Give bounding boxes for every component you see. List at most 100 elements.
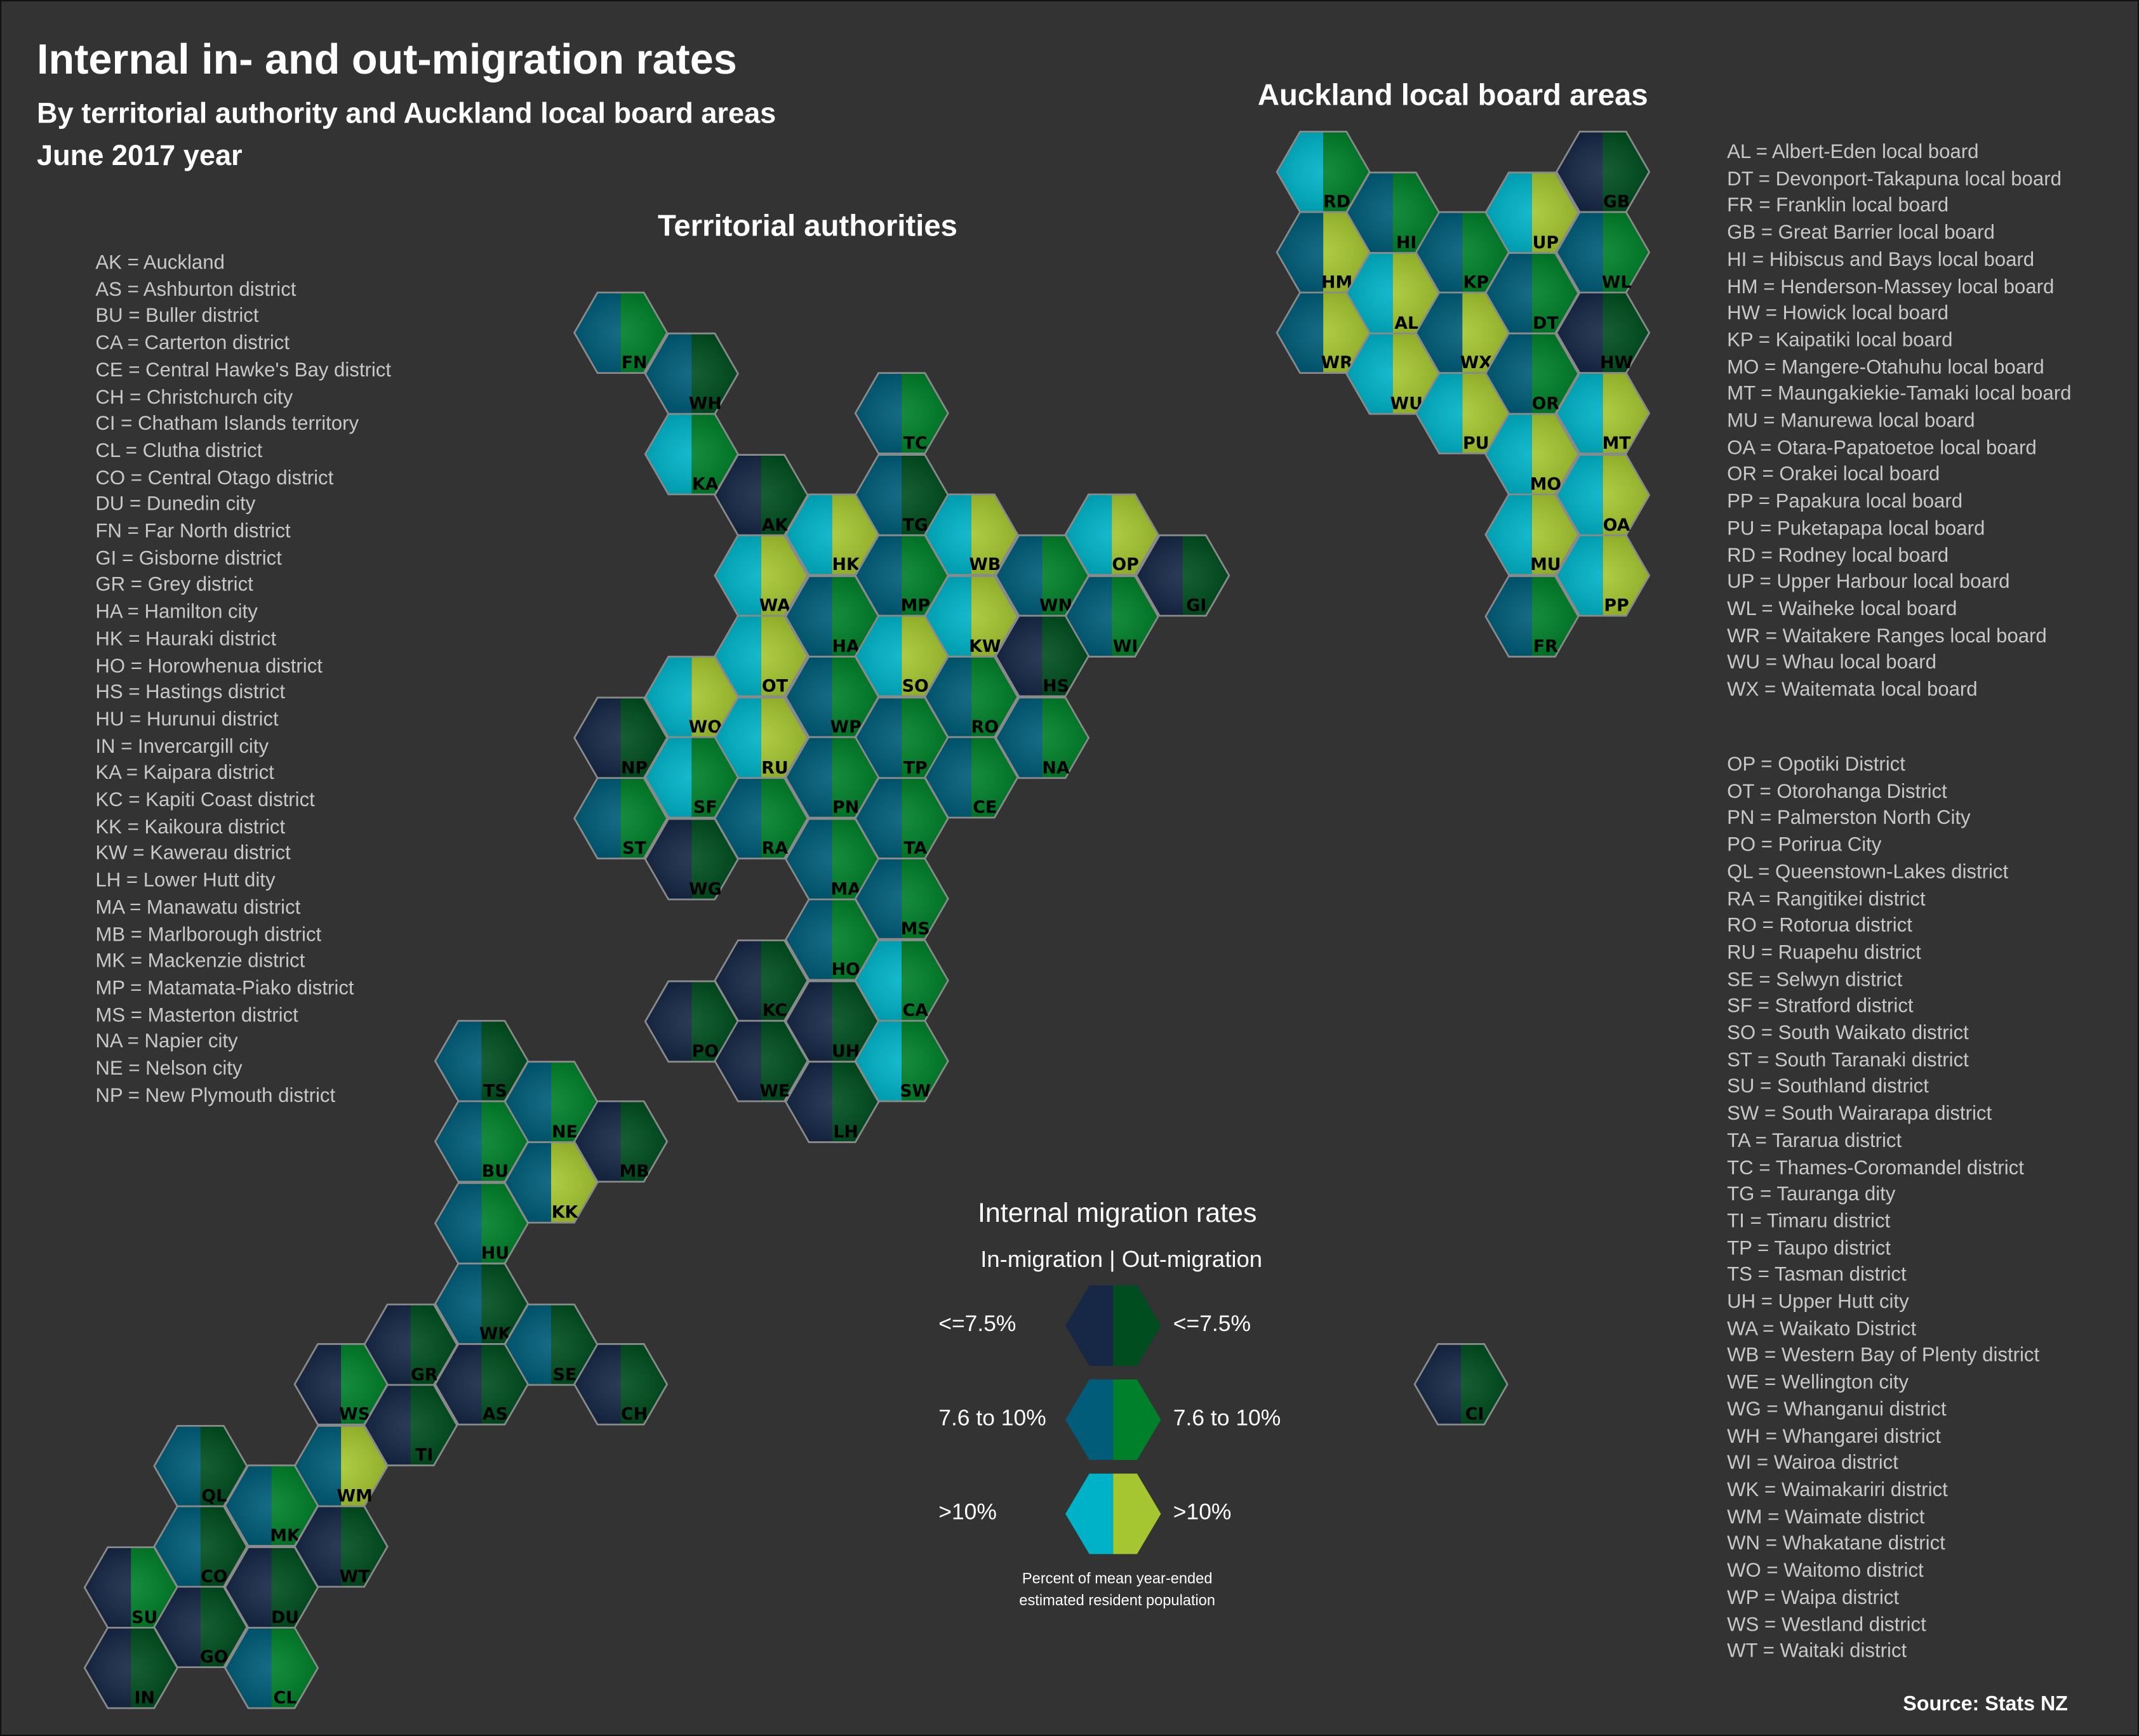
key-item: IN = Invercargill city	[95, 736, 269, 758]
hex-code-label: CL	[274, 1688, 297, 1708]
hex-code-label: WL	[1602, 272, 1632, 292]
hex-code-label: WA	[759, 596, 790, 616]
key-item: SU = Southland district	[1727, 1077, 1929, 1099]
key-item: QL = Queenstown-Lakes district	[1727, 861, 2009, 884]
legend-in-label-3: >10%	[938, 1500, 997, 1525]
key-item: TI = Timaru district	[1727, 1210, 1891, 1233]
hex-code-label: KK	[552, 1203, 579, 1222]
hex-code-label: WR	[1321, 353, 1353, 373]
hex-code-label: UH	[832, 1042, 860, 1061]
key-item: UH = Upper Hutt city	[1727, 1291, 1909, 1314]
legend-title: Internal migration rates	[977, 1198, 1257, 1229]
hex-outline	[994, 696, 1090, 779]
key-item: WP = Waipa district	[1727, 1587, 1900, 1609]
hex-code-label: WX	[1460, 353, 1493, 373]
hex-code-label: AS	[483, 1405, 508, 1424]
hex-code-label: WS	[339, 1405, 370, 1424]
hex-code-label: CE	[973, 798, 997, 818]
hex-code-label: WH	[689, 394, 722, 414]
hex-code-label: WB	[969, 555, 1001, 574]
hex-code-label: PO	[692, 1042, 719, 1061]
hex-auckland-mo: MO	[1484, 413, 1580, 496]
key-item: HK = Hauraki district	[95, 628, 277, 651]
key-item: MP = Matamata-Piako district	[95, 977, 354, 1000]
hex-auckland-pu: PU	[1415, 372, 1510, 454]
hex-code-label: HA	[832, 637, 860, 656]
hex-po: PO	[644, 980, 740, 1063]
key-item: TA = Tararua district	[1727, 1130, 1902, 1153]
hex-code-label: HU	[481, 1243, 509, 1263]
key-item: HO = Horowhenua district	[95, 655, 323, 677]
key-item: WS = Westland district	[1727, 1613, 1926, 1636]
hex-code-label: GR	[411, 1365, 438, 1384]
hex-wh: WH	[644, 332, 740, 415]
key-item: WR = Waitakere Ranges local board	[1727, 625, 2047, 647]
hex-code-label: OA	[1603, 515, 1630, 535]
hex-wt: WT	[293, 1505, 389, 1588]
hex-code-label: FN	[622, 353, 648, 373]
key-item: AL = Albert-Eden local board	[1727, 142, 1979, 164]
hex-code-label: OR	[1532, 394, 1560, 414]
hex-outline	[573, 777, 669, 859]
hex-code-label: HK	[832, 555, 860, 574]
key-item: RO = Rotorua district	[1727, 915, 1912, 938]
hex-outline	[1555, 372, 1651, 454]
hex-code-label: WM	[337, 1487, 372, 1506]
key-item: MO = Mangere-Otahuhu local board	[1727, 357, 2044, 379]
hex-code-label: OP	[1112, 555, 1139, 574]
key-item: WM = Waimate district	[1727, 1506, 1925, 1528]
hex-code-label: LH	[833, 1122, 858, 1142]
key-item: TG = Tauranga dity	[1727, 1184, 1896, 1206]
hex-outline	[573, 291, 669, 374]
hex-outline	[784, 1061, 880, 1143]
hex-code-label: KA	[692, 474, 719, 494]
key-item: FR = Franklin local board	[1727, 195, 1949, 218]
key-item: WI = Wairoa district	[1727, 1452, 1898, 1475]
hex-code-label: PN	[832, 798, 859, 818]
page-period: June 2017 year	[37, 140, 243, 172]
hex-wb: WB	[924, 493, 1019, 576]
legend-swatch-1	[1065, 1285, 1161, 1366]
key-item: CI = Chatham Islands territory	[95, 413, 359, 435]
hex-so: SO	[854, 614, 949, 698]
key-item: SF = Stratford district	[1727, 996, 1914, 1018]
hex-code-label: WE	[759, 1081, 790, 1101]
hex-code-label: FR	[1533, 637, 1558, 656]
hex-code-label: AK	[762, 515, 789, 535]
hex-code-label: TS	[483, 1081, 507, 1101]
key-item: TC = Thames-Coromandel district	[1727, 1157, 2024, 1179]
hex-code-label: TI	[415, 1445, 433, 1465]
key-item: UP = Upper Harbour local board	[1727, 571, 2010, 594]
key-list-auckland: AL = Albert-Eden local board DT = Devonpo…	[1727, 140, 2071, 705]
key-item: ST = South Taranaki district	[1727, 1049, 1969, 1072]
key-item: GB = Great Barrier local board	[1727, 222, 1995, 244]
key-item: MK = Mackenzie district	[95, 951, 305, 973]
hex-code-label: MU	[1530, 555, 1561, 574]
legend-out-label-1: <=7.5%	[1173, 1311, 1251, 1337]
hex-code-label: RU	[761, 758, 788, 778]
hex-code-label: HM	[1321, 272, 1352, 292]
key-item: KW = Kawerau district	[95, 843, 291, 866]
key-item: OA = Otara-Papatoetoe local board	[1727, 437, 2037, 460]
hex-code-label: AL	[1394, 314, 1418, 333]
key-item: RA = Rangitikei district	[1727, 888, 1926, 911]
in-migration-half	[1065, 1473, 1114, 1554]
key-item: MB = Marlborough district	[95, 924, 322, 946]
hex-code-label: HO	[831, 960, 860, 979]
key-item: PP = Papakura local board	[1727, 491, 1963, 514]
key-item: WG = Whanganui district	[1727, 1399, 1947, 1421]
key-item: FN = Far North district	[95, 520, 291, 543]
hex-code-label: DU	[271, 1608, 299, 1627]
legend-swatch-2	[1065, 1379, 1161, 1461]
hex-outline	[714, 1019, 809, 1103]
key-item: HA = Hamilton city	[95, 601, 258, 624]
hex-code-label: KC	[763, 1001, 787, 1021]
key-item: WU = Whau local board	[1727, 652, 1937, 675]
hex-code-label: CH	[621, 1405, 648, 1424]
key-item: SO = South Waikato district	[1727, 1023, 1969, 1045]
hex-outline	[223, 1626, 319, 1709]
hex-cl: CL	[223, 1626, 319, 1709]
hex-outline	[1484, 493, 1580, 576]
legend-in-label-2: 7.6 to 10%	[938, 1406, 1046, 1431]
hex-auckland-mt: MT	[1555, 372, 1651, 454]
